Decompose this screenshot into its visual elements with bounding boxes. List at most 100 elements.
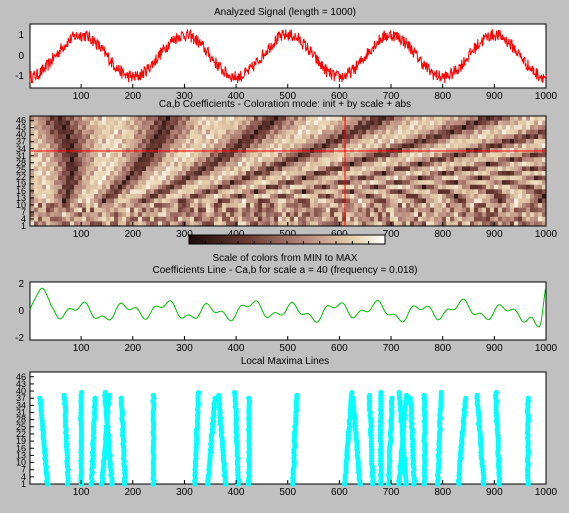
heatmap-cell [478, 198, 483, 204]
heatmap-cell [538, 152, 543, 158]
heatmap-cell [286, 198, 291, 204]
heatmap-cell [78, 171, 83, 176]
heatmap-cell [110, 198, 115, 204]
heatmap-cell [50, 161, 55, 167]
heatmap-cell [202, 189, 207, 195]
heatmap-cell [434, 116, 439, 121]
heatmap-cell [146, 198, 151, 204]
heatmap-cell [354, 116, 359, 121]
heatmap-cell [86, 166, 91, 172]
heatmap-cell [342, 193, 347, 199]
heatmap-cell [158, 125, 163, 131]
heatmap-cell [230, 212, 235, 218]
heatmap-cell [482, 212, 487, 218]
heatmap-cell [354, 129, 359, 135]
heatmap-cell [114, 180, 119, 186]
heatmap-cell [62, 189, 67, 195]
heatmap-cell [254, 184, 259, 190]
heatmap-cell [390, 134, 395, 140]
heatmap-cell [506, 125, 511, 131]
heatmap-cell [366, 203, 371, 209]
heatmap-cell [282, 184, 287, 190]
heatmap-cell [402, 203, 407, 209]
heatmap-cell [406, 198, 411, 204]
heatmap-cell [306, 134, 311, 140]
heatmap-cell [522, 216, 527, 222]
heatmap-cell [374, 193, 379, 199]
heatmap-cell [466, 207, 471, 213]
coef-line-plot-area[interactable] [29, 281, 547, 341]
heatmap-cell [358, 212, 363, 218]
heatmap-cell [494, 120, 499, 126]
heatmap-cell [50, 152, 55, 158]
heatmap-cell [186, 134, 191, 140]
heatmap-cell [446, 161, 451, 167]
heatmap-cell [506, 175, 511, 181]
heatmap-cell [90, 221, 95, 227]
heatmap-cell [458, 120, 463, 126]
heatmap-cell [358, 152, 363, 158]
heatmap-cell [286, 125, 291, 131]
heatmap-cell [170, 116, 175, 121]
heatmap-cell [154, 175, 159, 181]
heatmap-cell [162, 193, 167, 199]
heatmap-cell [366, 116, 371, 121]
heatmap-cell [298, 166, 303, 172]
heatmap-cell [446, 125, 451, 131]
heatmap-cell [338, 207, 343, 213]
heatmap-cell [54, 166, 59, 172]
heatmap-cell [382, 175, 387, 181]
heatmap-cell [66, 203, 71, 209]
heatmap-cell [110, 189, 115, 195]
heatmap-cell [62, 157, 67, 163]
heatmap-cell [246, 203, 251, 209]
heatmap-cell [154, 180, 159, 186]
heatmap-cell [162, 157, 167, 163]
heatmap-cell [258, 203, 263, 209]
heatmap-cell [446, 143, 451, 149]
heatmap-cell [62, 184, 67, 190]
heatmap-cell [110, 171, 115, 176]
heatmap-cell [110, 203, 115, 209]
heatmap-cell [198, 125, 203, 131]
heatmap-cell [174, 134, 179, 140]
heatmap-cell [238, 198, 243, 204]
heatmap-cell [382, 134, 387, 140]
heatmap-cell [370, 129, 375, 135]
heatmap-cell [410, 171, 415, 176]
coef-heatmap[interactable] [30, 116, 547, 227]
heatmap-cell [498, 175, 503, 181]
heatmap-cell [150, 138, 155, 144]
heatmap-cell [494, 152, 499, 158]
heatmap-cell [510, 143, 515, 149]
heatmap-cell [158, 134, 163, 140]
heatmap-cell [450, 161, 455, 167]
heatmap-cell [170, 193, 175, 199]
heatmap-cell [126, 212, 131, 218]
heatmap-cell [258, 216, 263, 222]
heatmap-cell [314, 175, 319, 181]
heatmap-cell [306, 171, 311, 176]
heatmap-cell [310, 129, 315, 135]
heatmap-cell [194, 216, 199, 222]
heatmap-cell [274, 171, 279, 176]
heatmap-cell [194, 134, 199, 140]
heatmap-cell [434, 207, 439, 213]
heatmap-cell [246, 216, 251, 222]
heatmap-cell [46, 212, 51, 218]
heatmap-cell [34, 184, 39, 190]
heatmap-cell [178, 125, 183, 131]
heatmap-cell [226, 212, 231, 218]
heatmap-cell [174, 120, 179, 126]
heatmap-cell [266, 193, 271, 199]
heatmap-cell [146, 116, 151, 121]
heatmap-cell [406, 193, 411, 199]
heatmap-cell [130, 189, 135, 195]
heatmap-cell [330, 216, 335, 222]
heatmap-cell [182, 171, 187, 176]
heatmap-cell [154, 125, 159, 131]
heatmap-cell [490, 203, 495, 209]
heatmap-cell [42, 203, 47, 209]
heatmap-cell [254, 152, 259, 158]
heatmap-cell [338, 152, 343, 158]
